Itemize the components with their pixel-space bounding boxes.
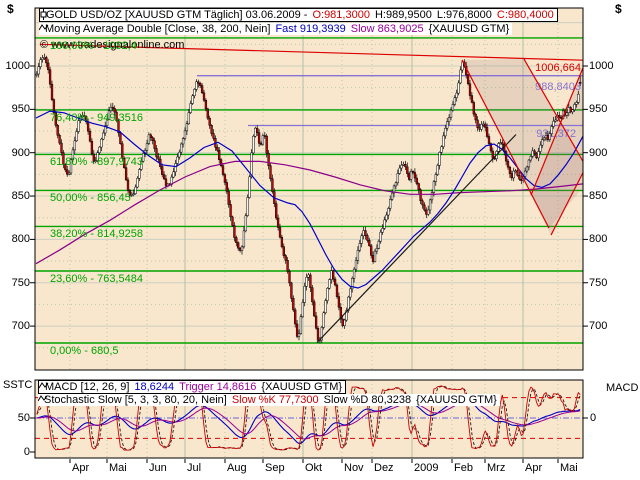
open-value: O:981,3000: [312, 9, 370, 21]
fib-level-label: 50,00% - 856,45: [50, 192, 131, 205]
macd-trigger-value: Trigger 14,8616: [179, 381, 257, 393]
price-axis-label-right: 900: [589, 146, 608, 159]
price-axis-label-left: 750: [11, 276, 30, 289]
watermark-url: © www.tradesignalonline.com: [40, 39, 185, 51]
oscillator-axis-label-left: 0: [23, 446, 30, 458]
stochastic-header-box[interactable]: Stochastic Slow [5, 3, 3, 80, 20, Nein] S…: [38, 394, 500, 406]
channel-up-left[interactable]: [530, 67, 584, 196]
stochastic-scale-label: SSTC: [3, 379, 33, 391]
macd-title: MACD [12, 26, 9]: [45, 381, 130, 393]
macd-header-box[interactable]: MACD [12, 26, 9] 18,6244 Trigger 14,8616 {X…: [38, 380, 347, 394]
price-axis-label-left: 900: [11, 146, 30, 159]
x-axis-label: 2009: [414, 462, 439, 474]
fib-level-label: 61,80% - 897,9743: [50, 156, 143, 169]
x-axis-label: Mai: [109, 462, 127, 474]
channel-down-right[interactable]: [523, 58, 584, 162]
fib-level-label: 100,00% - 1032,4: [50, 39, 137, 52]
price-axis-label-right: 750: [589, 276, 608, 289]
stochastic-title: Stochastic Slow [5, 3, 3, 80, 20, Nein]: [44, 394, 227, 406]
macd-scale-label: MACD: [606, 382, 639, 394]
low-value: L:976,8000: [436, 9, 492, 21]
ma-slow-200-line: [35, 160, 584, 265]
ma-indicator-header-box[interactable]: Moving Average Double [Close, 38, 200, N…: [39, 23, 513, 35]
main-plot-background[interactable]: [35, 8, 583, 370]
x-axis-label: Mai: [560, 462, 578, 474]
ma-symbol-suffix: {XAUUSD GTM}: [428, 23, 510, 35]
high-value: H:989,9500: [374, 9, 432, 21]
oscillator-axis-label-left: 50: [17, 412, 30, 424]
stoch-d-value: Slow %D 80,3238: [323, 394, 412, 406]
trend-channel-shading: [462, 59, 583, 229]
close-value: C:980,4000: [496, 9, 554, 21]
price-axis-label-left: 1000: [5, 60, 30, 72]
uptrend-black[interactable]: [316, 134, 517, 343]
x-axis-label: Nov: [344, 462, 364, 474]
ma-slow-value: Slow 863,9025: [350, 23, 424, 35]
price-axis-label-left: 850: [11, 190, 30, 203]
fib-level-label: 76,40% - 949,3516: [50, 111, 143, 124]
price-axis-label-right: 850: [589, 190, 608, 203]
trendline-price-label: 1006,664: [535, 62, 581, 74]
x-axis-label: Sep: [265, 462, 285, 474]
level-price-label: 988,8403: [535, 81, 581, 93]
x-axis-label: Mrz: [487, 462, 506, 474]
price-axis-label-right: 950: [589, 103, 608, 116]
downtrend-from-1032[interactable]: [39, 43, 584, 61]
instrument-title: GOLD USD/OZ [XAUUSD GTM Täglich] 03.06.2…: [46, 9, 308, 21]
candlestick-series: [35, 53, 582, 344]
macd-value: 18,6244: [134, 381, 175, 393]
macd-trigger-line: [36, 399, 581, 440]
price-axis-label-right: 700: [589, 320, 608, 333]
price-axis-label-left: 950: [11, 103, 30, 116]
fib-level-label: 0,00% - 680,5: [50, 345, 119, 357]
price-axis-label-right: 800: [589, 233, 608, 246]
left-axis-currency-label: $: [7, 2, 14, 16]
oscillator-axis-label-right: 0: [590, 412, 597, 424]
macd-line: [36, 396, 581, 444]
x-axis-label: Dez: [374, 462, 394, 474]
fib-level-label: 23,60% - 763,5484: [50, 273, 143, 285]
channel-down-left[interactable]: [461, 59, 550, 229]
price-axis-label-left: 800: [11, 233, 30, 246]
price-axis-label-right: 1000: [589, 60, 614, 72]
x-axis-label: Okt: [305, 462, 323, 474]
fib-level-label: 38,20% - 814,9258: [50, 228, 143, 241]
channel-up-right[interactable]: [550, 172, 584, 236]
x-axis-label: Apr: [72, 462, 90, 474]
x-axis-label: Aug: [227, 462, 247, 474]
x-axis-label: Apr: [525, 462, 543, 474]
stoch-k-value: Slow %K 77,7300: [231, 394, 319, 406]
ma-fast-38-line: [35, 110, 584, 289]
instrument-header-box[interactable]: GOLD USD/OZ [XAUUSD GTM Täglich] 03.06.2…: [39, 8, 558, 22]
ma-fast-value: Fast 919,3939: [275, 23, 346, 35]
macd-symbol-suffix: {XAUUSD GTM}: [261, 381, 343, 393]
ma-indicator-title: Moving Average Double [Close, 38, 200, N…: [45, 23, 271, 35]
right-axis-currency-label: $: [615, 2, 622, 16]
x-axis-label: Jul: [187, 462, 202, 474]
price-axis-label-left: 700: [11, 320, 30, 333]
x-axis-label: Jun: [149, 462, 167, 474]
x-axis-label: Feb: [454, 462, 473, 474]
stoch-d-line: [36, 385, 581, 451]
stoch-symbol-suffix: {XAUUSD GTM}: [416, 394, 497, 406]
